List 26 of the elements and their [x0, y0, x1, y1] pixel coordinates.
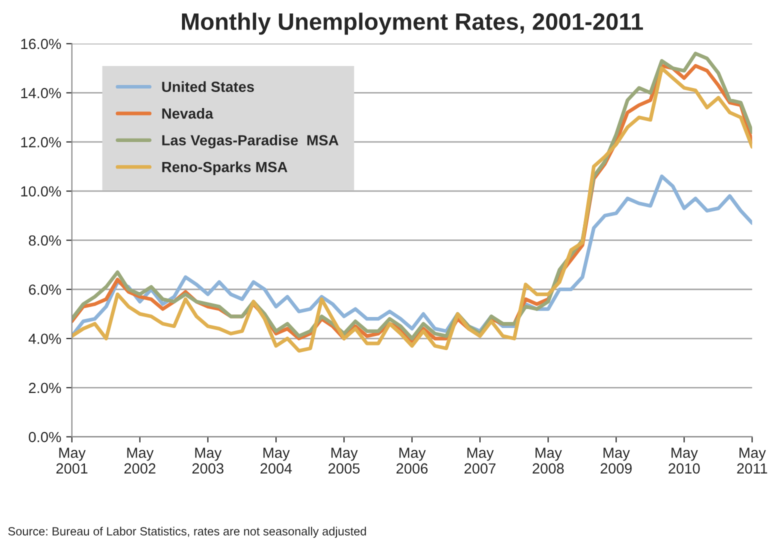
y-tick-label: 4.0%: [28, 334, 61, 344]
legend-label: Las Vegas-Paradise MSA: [162, 134, 338, 148]
legend-label: Nevada: [162, 108, 214, 119]
x-tick-label: May 2010: [668, 448, 700, 474]
legend-label: Reno-Sparks MSA: [162, 162, 288, 176]
y-tick-label: 8.0%: [28, 235, 61, 246]
x-tick-label: May 2008: [532, 448, 564, 474]
y-tick-label: 6.0%: [28, 284, 61, 295]
y-tick-label: 16.0%: [21, 38, 61, 50]
x-tick-label: May 2009: [600, 448, 632, 474]
x-tick-label: May 2003: [192, 448, 224, 474]
x-tick-label: May 2001: [56, 448, 88, 474]
x-tick-label: May 2011: [737, 448, 768, 474]
x-tick-label: May 2006: [396, 448, 428, 474]
y-tick-label: 12.0%: [21, 137, 61, 148]
y-tick-label: 0.0%: [28, 432, 61, 442]
x-tick-label: May 2004: [260, 448, 292, 474]
y-tick-label: 2.0%: [28, 382, 61, 394]
legend-label: United States: [162, 81, 254, 92]
x-tick-label: May 2005: [328, 448, 360, 474]
x-tick-label: May 2002: [124, 448, 156, 474]
x-tick-label: May 2007: [464, 448, 496, 474]
chart-title: Monthly Unemployment Rates, 2001-2011: [182, 12, 643, 35]
y-tick-label: 10.0%: [21, 186, 61, 197]
y-tick-label: 14.0%: [21, 88, 61, 98]
source-note: Source: Bureau of Labor Statistics, rates are not seasonally adjusted: [8, 526, 366, 538]
